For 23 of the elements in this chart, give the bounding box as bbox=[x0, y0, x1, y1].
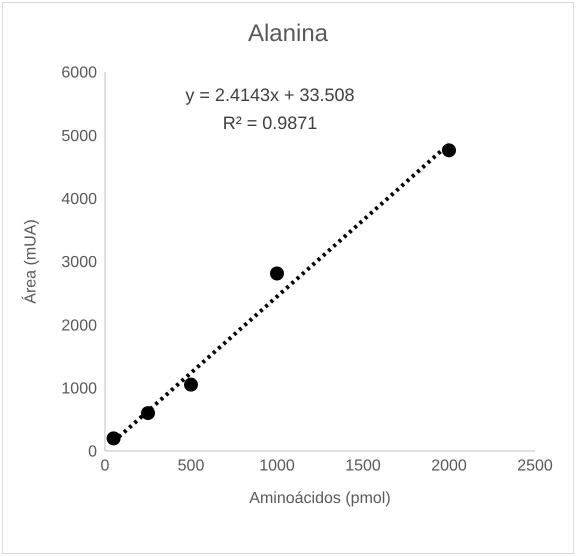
annotation: R² = 0.9871 bbox=[222, 113, 318, 134]
point bbox=[442, 143, 456, 158]
x-tick-label: 500 bbox=[178, 457, 204, 474]
point bbox=[270, 266, 284, 280]
y-tick-label: 1000 bbox=[61, 380, 98, 398]
x-tick-label: 1500 bbox=[345, 457, 381, 474]
point bbox=[106, 431, 121, 446]
y-tick-label: 3000 bbox=[61, 254, 98, 272]
y-axis-title: Área (mUA) bbox=[22, 219, 40, 304]
y-tick-label: 0 bbox=[88, 444, 98, 461]
x-tick-label: 0 bbox=[100, 457, 110, 474]
y-tick-label: 5000 bbox=[61, 128, 98, 145]
point bbox=[184, 378, 198, 392]
y-tick-label: 4000 bbox=[61, 191, 98, 208]
x-tick-label: 2000 bbox=[431, 457, 467, 474]
x-axis-title: Aminoácidos (pmol) bbox=[249, 490, 391, 507]
annotation: y = 2.4143x + 33.508 bbox=[184, 85, 356, 106]
chart-title: Alanina bbox=[246, 20, 330, 48]
x-tick-label: 2500 bbox=[517, 457, 553, 474]
y-tick-label: 2000 bbox=[61, 317, 98, 334]
point bbox=[141, 406, 155, 420]
y-tick-label: 6000 bbox=[61, 64, 98, 82]
x-tick-label: 1000 bbox=[259, 457, 295, 474]
